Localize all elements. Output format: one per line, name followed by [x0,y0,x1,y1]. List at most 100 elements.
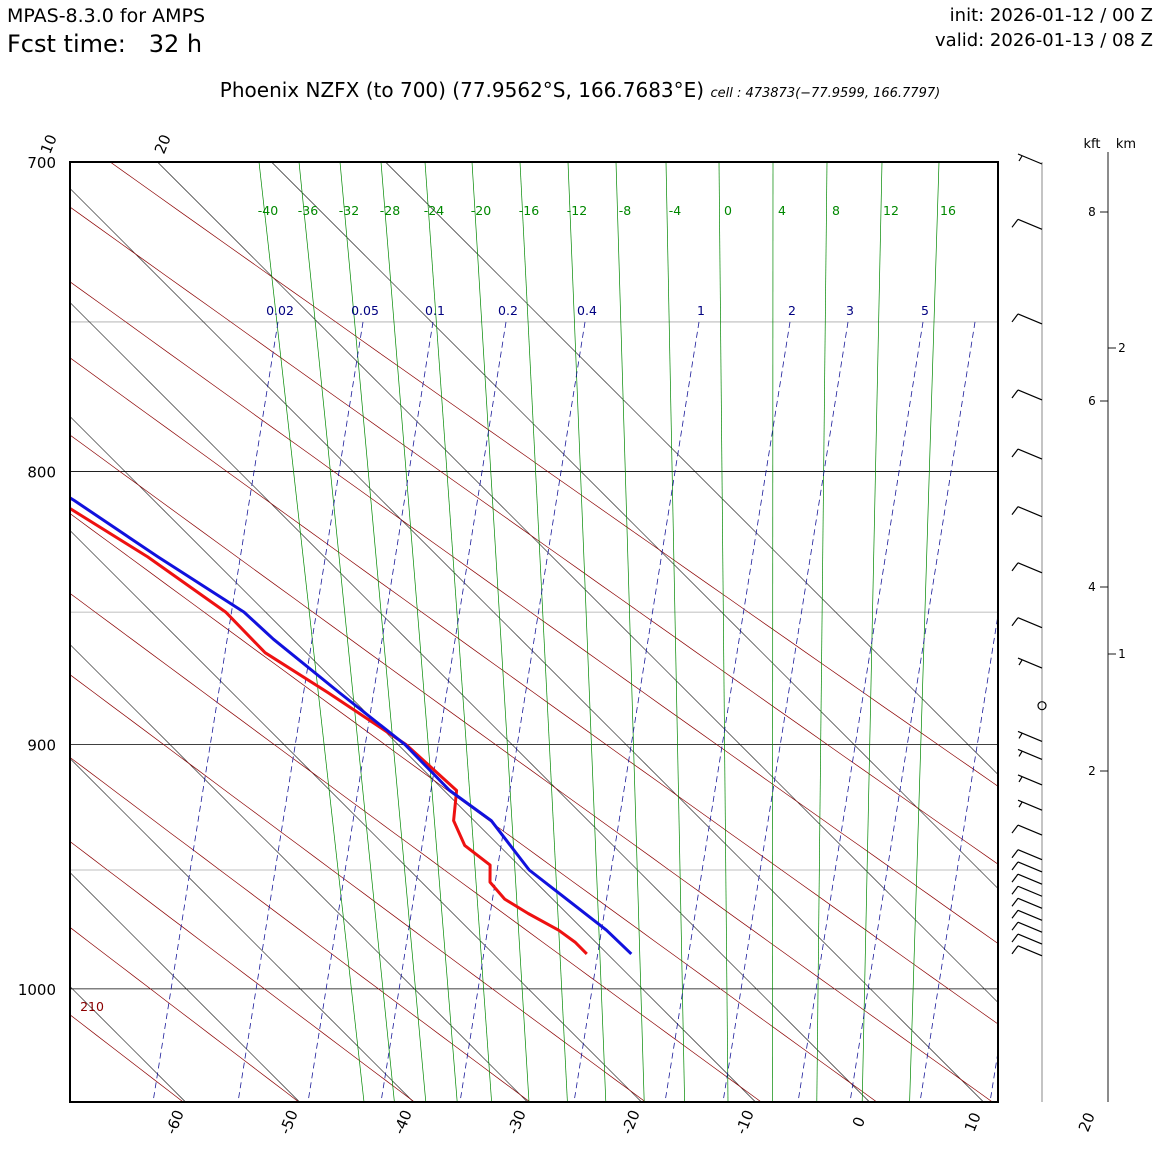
wind-barb-staff [1017,153,1043,165]
mixing-ratio-label: 0.02 [266,303,294,318]
isotherm-line [70,758,414,1102]
wind-barb-flag [1011,945,1019,955]
mixing-ratio-line [1060,322,1160,1102]
wind-barb-flag [1011,617,1019,627]
mixing-ratio-line [722,321,849,1102]
height-axis: kft km 8 6 4 2 2 1 [1084,137,1136,1102]
height-axis-kft-label: kft [1084,137,1101,152]
station-title: Phoenix NZFX (to 700) (77.9562°S, 166.76… [219,78,705,102]
model-label: MPAS-8.3.0 for AMPS [7,5,206,27]
wind-barb-staff [1017,861,1043,873]
forecast-time: Fcst time: 32 h [7,30,202,58]
moist-adiabat-line [861,162,883,1102]
moist-adiabat-line [339,162,427,1102]
dry-adiabat-line [70,357,998,1025]
isotherm-line [70,872,300,1102]
height-axis-km-tick-label: 1 [1118,647,1126,661]
dry-adiabat-line [109,162,998,787]
dry-adiabat-label: 210 [80,999,104,1014]
init-time: init: 2026-01-12 / 00 Z [949,5,1153,26]
cell-info: cell : 473873(−77.9599, 166.7797) [710,86,941,101]
mixing-ratio-line [989,1049,998,1102]
wind-barb-flag [1011,448,1019,458]
mixing-ratio-line [237,321,364,1102]
pressure-tick-label: 700 [27,154,56,172]
axis-labels: 7008009001000-70-60-50-40-30-20-1001020-… [18,132,1099,1137]
wind-barb-staff [1017,617,1043,629]
moist-adiabat-label: -4 [669,203,682,218]
temperature-profile [70,506,588,955]
moist-adiabat-label: -40 [258,203,278,218]
wind-barb-flag [1011,897,1019,907]
pressure-tick-label: 800 [27,464,56,482]
isotherm-line [157,162,998,1003]
moist-adiabat-label: -24 [424,203,444,218]
moist-adiabat-line [258,162,365,1102]
moist-adiabat-line [718,162,729,1102]
height-axis-kft-tick-label: 2 [1088,764,1096,778]
moist-adiabat-label: 8 [832,203,840,218]
wind-barb-staff [1017,774,1043,786]
temperature-bottom-label: 20 [1075,1110,1099,1134]
wind-barb-staff [1017,885,1043,897]
isotherm-line [70,1100,72,1102]
height-axis-km-tick-label: 2 [1118,341,1126,355]
wind-barb-staff [1017,933,1043,945]
pressure-tick-label: 1000 [18,981,56,999]
mixing-ratio-label: 0.2 [498,303,518,318]
mixing-ratio-label: 5 [921,303,929,318]
wind-barb-flag [1018,733,1023,739]
wind-barb-flag [1018,801,1023,808]
moist-adiabat-label: -8 [619,203,632,218]
height-axis-km-label: km [1116,137,1136,152]
wind-barb-staff [1017,448,1043,460]
moist-adiabat-line [298,162,395,1102]
wind-barb-staff [1017,506,1043,518]
moist-adiabat-label: -12 [567,203,587,218]
temperature-bottom-label: -10 [732,1107,758,1136]
moist-adiabat-label: 16 [940,203,956,218]
moist-adiabat-label: 12 [883,203,899,218]
wind-barb-flag [1018,659,1023,666]
moist-adiabat-line [424,162,492,1102]
moist-adiabat-line [909,162,940,1102]
forecast-time-value: 32 h [148,30,203,58]
moist-adiabat-line [519,162,568,1102]
mixing-ratio-label: 0.05 [351,303,379,318]
wind-barb-staff [1017,849,1043,861]
wind-barb-staff [1017,824,1043,836]
temperature-bottom-label: -20 [618,1107,644,1136]
isotherm-top-label: 10 [37,132,61,156]
mixing-ratio-line [797,321,924,1102]
moist-adiabat-label: -16 [519,203,539,218]
background-lines [70,162,1160,1102]
wind-calm-circle [1037,701,1047,711]
moist-adiabat-label: 4 [778,203,786,218]
mixing-ratio-line [919,612,998,1102]
moist-adiabat-line [615,162,645,1102]
wind-barb-staff [1017,389,1043,401]
moist-adiabat-line [380,162,458,1102]
mixing-ratio-line [380,321,507,1102]
dry-adiabat-line [70,281,998,944]
wind-barb-flag [1018,776,1023,783]
mixing-ratio-line [152,321,279,1102]
mixing-ratio-line [307,321,434,1102]
mixing-ratio-line [849,321,976,1102]
wind-barb-staff [1017,730,1043,743]
isotherm-line [70,302,870,1102]
wind-barb-flag [1011,861,1019,871]
wind-barb-staff [1017,897,1043,909]
dry-adiabat-line [70,206,998,865]
wind-barb-staff [1017,748,1043,761]
dry-adiabat-line [70,592,762,1102]
wind-barb-flag [1018,155,1023,162]
dry-adiabat-line [70,513,878,1102]
dry-adiabat-line [70,756,531,1102]
wind-barb-flag [1011,506,1019,515]
moist-adiabat-label: 0 [724,203,732,218]
wind-barb-flag [1011,313,1019,323]
wind-barb-flag [1011,562,1019,572]
pressure-tick-label: 900 [27,737,56,755]
